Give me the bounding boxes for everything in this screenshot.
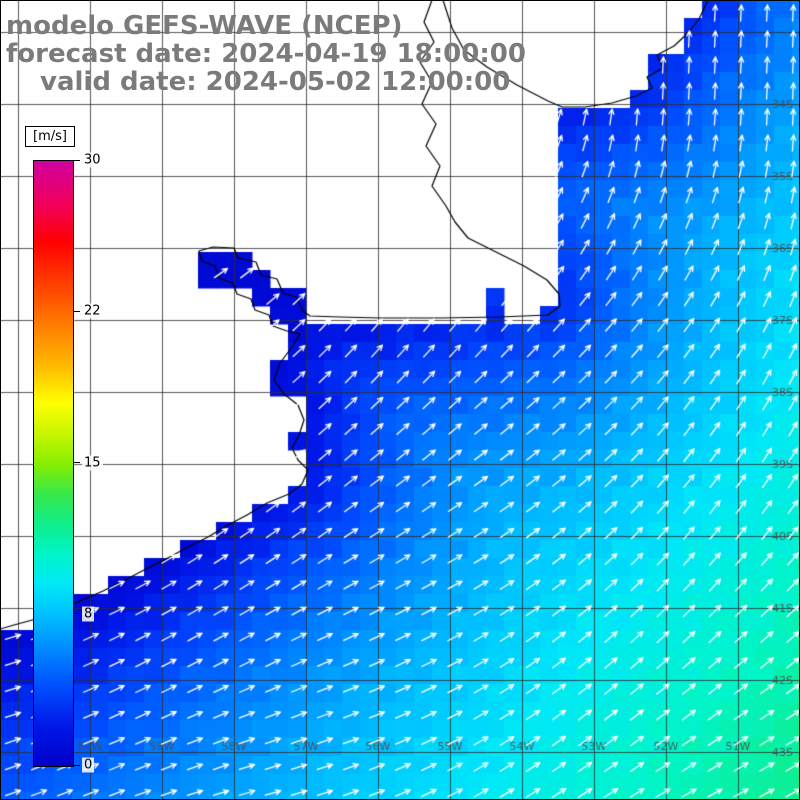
colorbar-unit-label: [m/s] (25, 126, 75, 147)
forecast-date: forecast date: 2024-04-19 18:00:00 (6, 39, 526, 69)
colorbar-gradient (33, 160, 74, 767)
colorbar-tick-mark (73, 310, 80, 312)
colorbar-tick-mark (73, 613, 80, 615)
colorbar-tick-label: 30 (82, 152, 103, 168)
colorbar-tick-label: 22 (82, 303, 103, 319)
map-title-block: modelo GEFS-WAVE (NCEP) forecast date: 2… (6, 12, 526, 96)
model-name: modelo GEFS-WAVE (NCEP) (6, 11, 403, 41)
colorbar-tick-mark (73, 764, 80, 766)
colorbar-tick-mark (73, 159, 80, 161)
valid-date: valid date: 2024-05-02 12:00:00 (40, 67, 511, 97)
colorbar-tick-mark (73, 462, 80, 463)
colorbar-tick-label: 8 (82, 606, 95, 622)
colorbar-tick-label: 15 (82, 455, 103, 470)
colorbar-tick-label: 0 (82, 757, 95, 773)
